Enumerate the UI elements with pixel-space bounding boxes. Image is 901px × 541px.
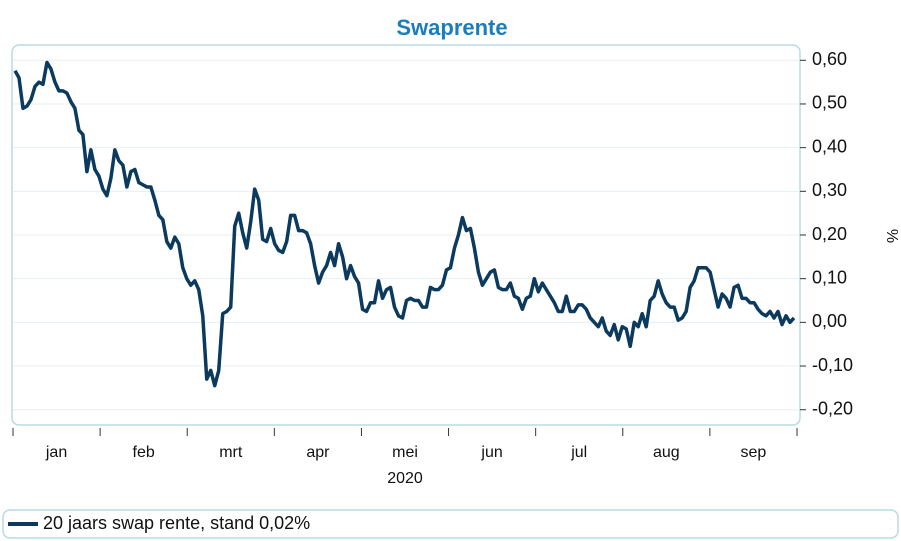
x-axis-label: 2020 (387, 470, 423, 487)
x-tick-label: mei (392, 444, 418, 461)
y-tick-label: 0,00 (812, 311, 847, 331)
y-tick-label: -0,20 (812, 398, 853, 418)
y-tick-label: 0,60 (812, 49, 847, 69)
y-tick-label: 0,10 (812, 267, 847, 287)
x-tick-label: jan (45, 444, 67, 461)
line-series (13, 60, 796, 388)
y-tick-label: 0,20 (812, 224, 847, 244)
y-tick-label: 0,30 (812, 180, 847, 200)
chart-title: Swaprente (396, 15, 507, 40)
x-tick-label: jul (570, 444, 587, 461)
y-tick-label: 0,50 (812, 93, 847, 113)
x-tick-label: apr (306, 444, 330, 461)
x-tick-label: sep (741, 444, 767, 461)
x-tick-label: aug (653, 444, 680, 461)
y-tick-label: 0,40 (812, 136, 847, 156)
x-tick-label: mrt (219, 444, 243, 461)
legend-label: 20 jaars swap rente, stand 0,02% (43, 513, 310, 533)
x-tick-label: jun (480, 444, 502, 461)
x-tick-label: feb (133, 444, 155, 461)
y-tick-label: -0,10 (812, 355, 853, 375)
y-axis-label: % (883, 229, 900, 243)
legend-frame (2, 509, 899, 539)
